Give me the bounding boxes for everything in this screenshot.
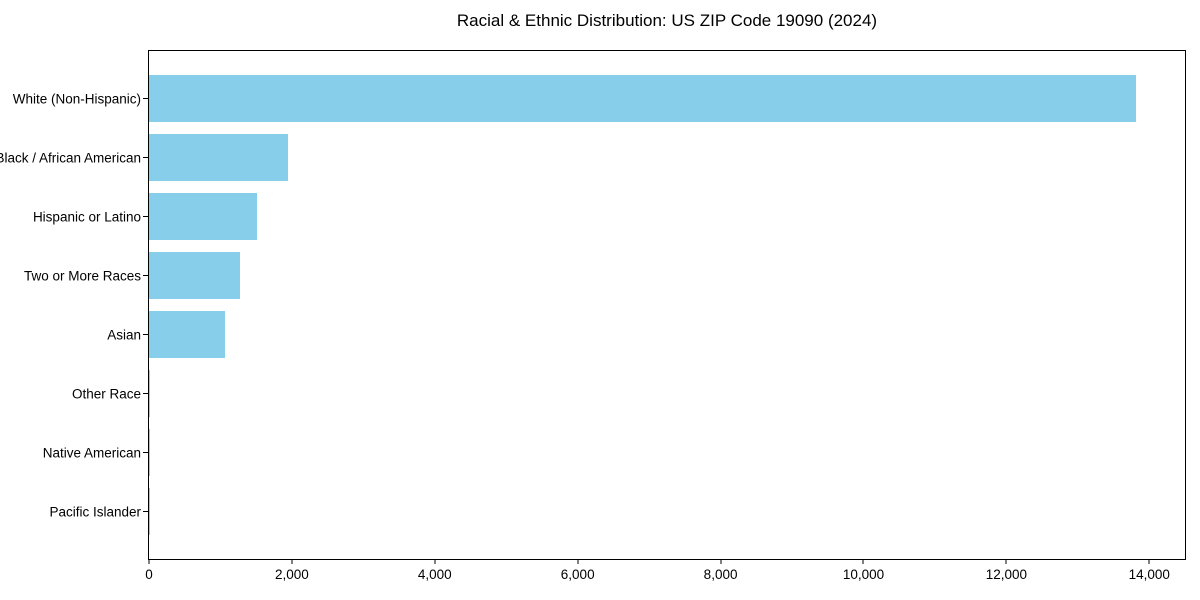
plot-area xyxy=(148,50,1186,560)
bar-other-race xyxy=(149,369,151,418)
y-tick-mark xyxy=(143,98,148,99)
y-tick-label-two-or-more-races: Two or More Races xyxy=(23,267,141,283)
x-tick-label-10000: 10,000 xyxy=(842,567,885,582)
chart-title: Racial & Ethnic Distribution: US ZIP Cod… xyxy=(456,11,878,30)
x-tick-label-0: 0 xyxy=(145,567,153,582)
y-axis-ticks xyxy=(143,51,148,559)
y-tick-label-white-non-hispanic: White (Non-Hispanic) xyxy=(12,90,141,106)
y-tick-mark xyxy=(143,334,148,335)
x-tick-mark xyxy=(862,560,864,564)
x-axis: 0 2,000 4,000 6,000 8,000 10,000 12,000 14,000 xyxy=(145,560,1185,596)
x-tick-mark xyxy=(1005,560,1007,564)
x-tick-label-6000: 6,000 xyxy=(560,567,595,582)
y-axis-labels: White (Non-Hispanic) Black / African Amer… xyxy=(0,51,141,559)
bar-black-african-american xyxy=(149,133,289,182)
bar-two-or-more-races xyxy=(149,251,240,300)
x-tick-label-4000: 4,000 xyxy=(417,567,452,582)
y-tick-label-native-american: Native American xyxy=(42,444,141,460)
y-tick-mark xyxy=(143,452,148,453)
x-tick-mark xyxy=(577,560,579,564)
y-tick-mark xyxy=(143,275,148,276)
x-tick-label-12000: 12,000 xyxy=(985,567,1028,582)
bar-hispanic-or-latino xyxy=(149,192,257,241)
y-tick-label-pacific-islander: Pacific Islander xyxy=(49,503,141,519)
x-tick-label-2000: 2,000 xyxy=(274,567,309,582)
y-tick-mark xyxy=(143,393,148,394)
x-tick-mark xyxy=(1148,560,1150,564)
bar-asian xyxy=(149,310,226,359)
x-tick-label-14000: 14,000 xyxy=(1128,567,1170,582)
bars-container xyxy=(149,51,1185,559)
y-tick-label-hispanic-or-latino: Hispanic or Latino xyxy=(32,208,141,224)
x-tick-label-8000: 8,000 xyxy=(703,567,738,582)
y-tick-label-black-african-american: Black / African American xyxy=(0,149,141,165)
bar-white-non-hispanic xyxy=(149,74,1137,123)
y-tick-mark xyxy=(143,157,148,158)
y-tick-label-other-race: Other Race xyxy=(71,385,141,401)
x-tick-mark xyxy=(291,560,293,564)
x-tick-mark xyxy=(434,560,436,564)
y-tick-mark xyxy=(143,511,148,512)
bar-native-american xyxy=(149,428,150,477)
x-tick-mark xyxy=(148,560,150,564)
y-tick-mark xyxy=(143,216,148,217)
y-tick-label-asian: Asian xyxy=(107,326,141,342)
x-tick-mark xyxy=(720,560,722,564)
